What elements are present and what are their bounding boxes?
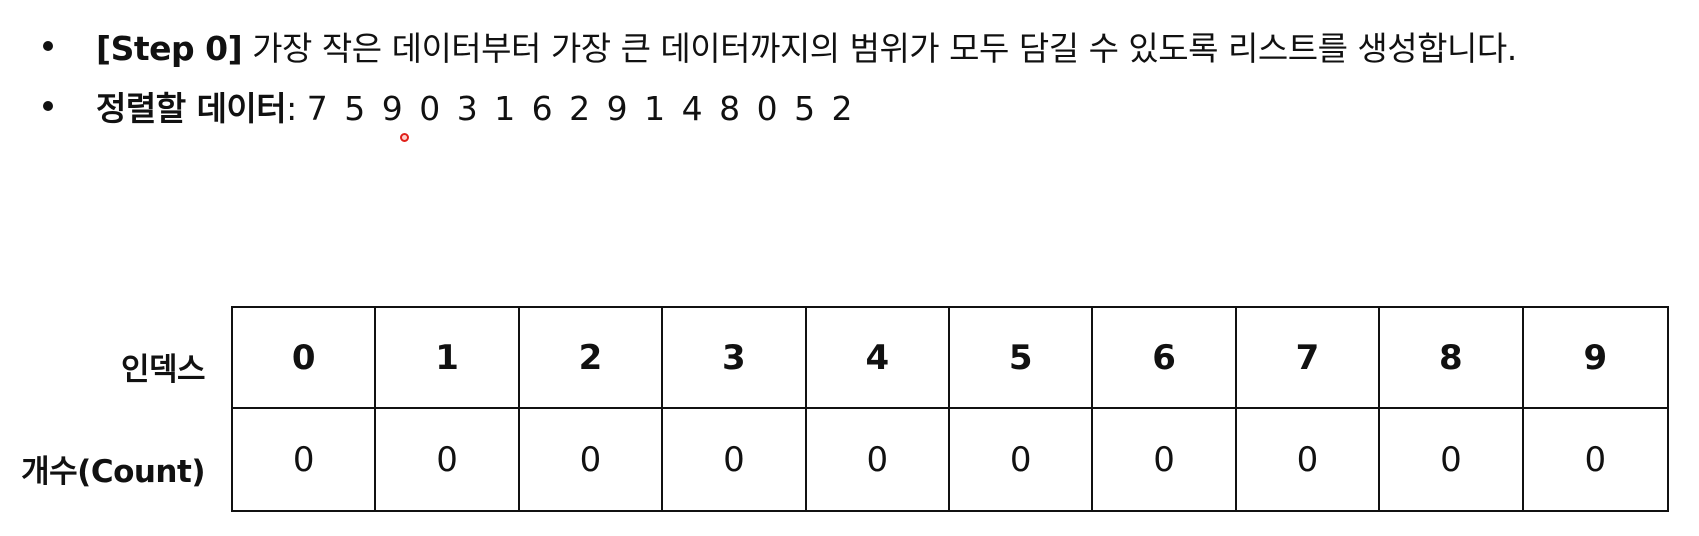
count-cell: 0 [1237, 409, 1381, 510]
index-cell: 9 [1523, 308, 1667, 409]
data-text: 정렬할 데이터: 7 5 9 0 3 1 6 2 9 1 4 8 0 5 2 [96, 82, 856, 130]
index-cell: 8 [1380, 308, 1524, 409]
count-cell: 0 [663, 409, 807, 510]
mouse-cursor-indicator [400, 133, 409, 142]
step-text: [Step 0] 가장 작은 데이터부터 가장 큰 데이터까지의 범위가 모두 … [96, 22, 1517, 70]
index-cell: 6 [1093, 308, 1237, 409]
index-cell: 0 [233, 308, 377, 409]
index-cell: 7 [1236, 308, 1381, 409]
count-table: 인덱스 개수(Count) 0 1 2 3 4 5 6 7 8 9 0 0 0 … [0, 306, 1699, 516]
index-cell: 4 [806, 308, 950, 409]
bullet-point-icon [43, 41, 53, 51]
data-sequence: 7 5 9 0 3 1 6 2 9 1 4 8 0 5 2 [306, 89, 856, 128]
index-cell: 1 [376, 308, 520, 409]
index-cell: 3 [663, 308, 807, 409]
step-prefix: [Step 0] [96, 29, 243, 68]
count-cell: 0 [950, 409, 1094, 510]
index-cell: 5 [949, 308, 1094, 409]
count-grid: 0 1 2 3 4 5 6 7 8 9 0 0 0 0 0 0 0 0 0 0 [231, 306, 1669, 512]
count-cell: 0 [233, 409, 377, 510]
count-row-label: 개수(Count) [21, 454, 205, 490]
count-cell: 0 [1584, 439, 1607, 480]
count-cell: 0 [1380, 409, 1524, 510]
index-cell: 2 [519, 308, 664, 409]
bullet-point-icon [43, 101, 53, 111]
count-cell: 0 [520, 409, 664, 510]
count-cell: 0 [1093, 409, 1237, 510]
data-separator: : [286, 89, 307, 128]
step-description: 가장 작은 데이터부터 가장 큰 데이터까지의 범위가 모두 담길 수 있도록 … [242, 29, 1517, 68]
data-label: 정렬할 데이터 [96, 89, 287, 128]
index-row-label: 인덱스 [120, 352, 206, 388]
count-cell: 0 [376, 409, 520, 510]
count-cell: 0 [807, 409, 950, 510]
